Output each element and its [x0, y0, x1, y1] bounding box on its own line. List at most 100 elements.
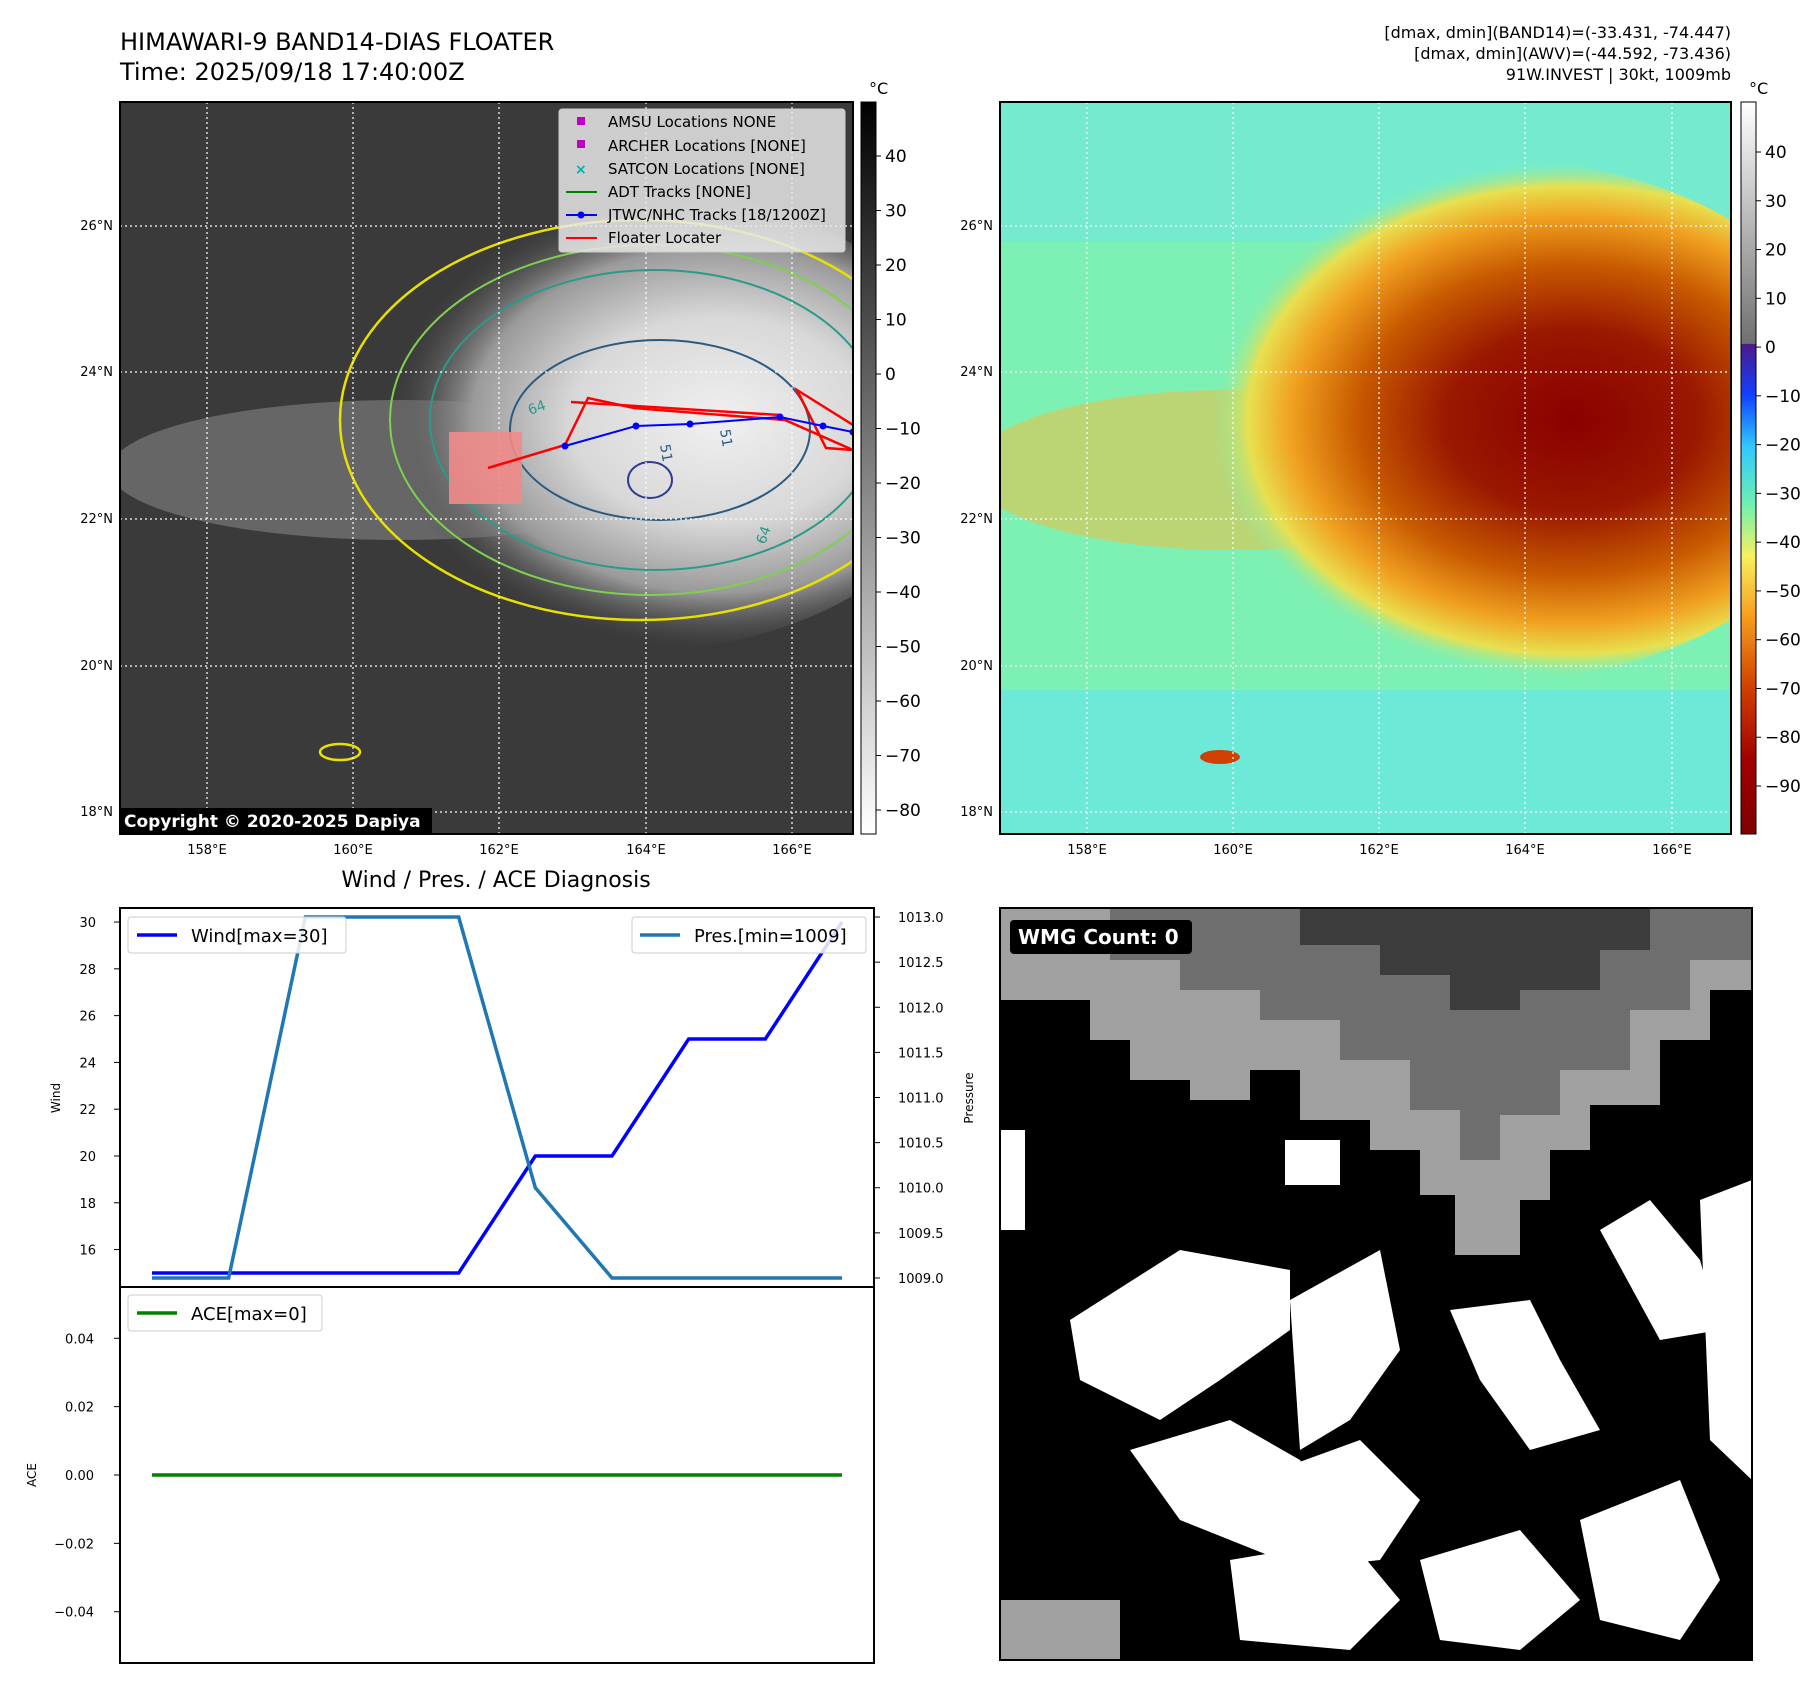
copyright: Copyright © 2020-2025 Dapiya	[124, 812, 421, 832]
lat-tick-label: 20°N	[960, 659, 993, 674]
pressure-axis-label: Pressure	[962, 1072, 976, 1123]
pressure-y-ticks: 1009.0 1009.5 1010.0 1010.5 1011.0 1011.5 1012…	[874, 911, 944, 1287]
gray-colorbar-ticks: 40 30 20 10 0 −10 −20 −30 −40 −50 −60 −70 −80	[876, 147, 921, 821]
colorbar-tick-label: −10	[885, 420, 921, 440]
pressure-tick-label: 1013.0	[898, 911, 944, 926]
ir-contour-inner	[429, 269, 853, 571]
colorbar-tick-label: −50	[885, 638, 921, 658]
archer-marker-icon	[577, 140, 585, 148]
colorbar-tick-label: −10	[1765, 387, 1801, 407]
lon-tick-label: 158°E	[187, 843, 227, 858]
wind-axis-label: Wind	[49, 1083, 63, 1113]
pressure-tick-label: 1010.0	[898, 1182, 944, 1197]
pressure-tick-label: 1009.5	[898, 1227, 944, 1242]
lat-tick-label: 22°N	[960, 512, 993, 527]
legend-entry: AMSU Locations NONE	[608, 113, 776, 131]
ace-y-ticks: 0.04 0.02 0.00 −0.02 −0.04	[54, 1332, 120, 1621]
ace-tick-label: 0.02	[65, 1401, 94, 1416]
wind-tick-label: 30	[79, 916, 96, 931]
colorbar-unit: °C	[869, 79, 888, 98]
stats-line2: [dmax, dmin](AWV)=(-44.592, -73.436)	[1414, 44, 1731, 63]
lat-tick-label: 24°N	[80, 365, 113, 380]
diagnosis-title: Wind / Pres. / ACE Diagnosis	[341, 868, 650, 893]
pressure-series-group	[152, 915, 842, 1280]
colorbar-tick-label: −50	[1765, 582, 1801, 602]
lat-tick-label: 26°N	[960, 219, 993, 234]
colorbar-tick-label: 40	[885, 147, 907, 167]
colorbar-tick-label: 0	[885, 365, 896, 385]
colorbar-tick-label: 10	[885, 311, 907, 331]
color-colorbar-ticks: 40 30 20 10 0 −10 −20 −30 −40 −50 −60 −70 −80 −90	[1756, 143, 1801, 797]
wind-tick-label: 20	[79, 1150, 96, 1165]
ace-legend-box	[127, 1294, 323, 1332]
contour-label: 64	[526, 398, 548, 419]
colorbar-tick-label: −40	[885, 583, 921, 603]
lon-tick-label: 166°E	[772, 843, 812, 858]
colorbar-tick-label: −80	[1765, 728, 1801, 748]
lon-tick-label: 162°E	[479, 843, 519, 858]
ace-tick-label: −0.04	[54, 1606, 94, 1621]
colorbar-tick-label: −30	[1765, 484, 1801, 504]
colorbar-tick-label: 40	[1765, 143, 1787, 163]
ir-title-line2: Time: 2025/09/18 17:40:00Z	[119, 58, 465, 86]
ace-tick-label: −0.02	[54, 1537, 94, 1552]
floater-box	[449, 432, 522, 504]
wind-tick-label: 16	[79, 1244, 96, 1259]
wind-line	[152, 921, 844, 1275]
pressure-legend-label: Pres.[min=1009]	[694, 926, 847, 947]
wind-tick-label: 24	[79, 1056, 96, 1071]
colorbar-tick-label: 20	[1765, 241, 1787, 261]
awv-storm	[1140, 160, 1731, 680]
awv-map-frame	[999, 101, 1732, 835]
contour-label: 51	[656, 443, 675, 463]
legend-entry: ARCHER Locations [NONE]	[608, 137, 806, 155]
color-colorbar: °C 40 30 20 10 0 −10 −20 −30 −40 −50 −60 −70 −80 −90	[1740, 79, 1801, 835]
pressure-tick-label: 1009.0	[898, 1272, 944, 1287]
wind-pressure-frame	[119, 907, 875, 1288]
legend-entry: JTWC/NHC Tracks [18/1200Z]	[607, 206, 826, 224]
ir-lat-ticks: 26°N 24°N 22°N 20°N 18°N	[80, 219, 113, 820]
lon-tick-label: 164°E	[1505, 843, 1545, 858]
wmg-panel: WMG Count: 0	[999, 907, 1753, 1661]
lon-tick-label: 162°E	[1359, 843, 1399, 858]
lat-tick-label: 24°N	[960, 365, 993, 380]
pressure-tick-label: 1012.5	[898, 956, 944, 971]
ace-legend: ACE[max=0]	[127, 1294, 323, 1332]
stats-line3: 91W.INVEST | 30kt, 1009mb	[1506, 65, 1731, 84]
wmg-frame	[999, 907, 1753, 1661]
colorbar-tick-label: −80	[885, 801, 921, 821]
copyright-box	[121, 808, 432, 833]
floater-locater-top	[570, 400, 781, 417]
legend-entry: Floater Locater	[608, 229, 722, 247]
wmg-white-regions	[1000, 1130, 1752, 1650]
lon-tick-label: 166°E	[1652, 843, 1692, 858]
lon-tick-label: 160°E	[333, 843, 373, 858]
pressure-legend: Pres.[min=1009]	[631, 916, 867, 954]
legend-entry: ADT Tracks [NONE]	[608, 183, 751, 201]
wmg-count-label: WMG Count: 0	[1018, 925, 1179, 949]
ir-legend-box	[558, 108, 846, 253]
pressure-line	[152, 915, 842, 1280]
lat-tick-label: 22°N	[80, 512, 113, 527]
ir-title-line1: HIMAWARI-9 BAND14-DIAS FLOATER	[120, 28, 554, 56]
wind-series-group	[152, 921, 844, 1275]
colorbar-tick-label: −90	[1765, 777, 1801, 797]
colorbar-tick-label: −60	[885, 692, 921, 712]
colorbar-tick-label: −70	[885, 747, 921, 767]
wind-tick-label: 28	[79, 963, 96, 978]
wind-tick-label: 26	[79, 1010, 96, 1025]
awv-gridlines	[1000, 102, 1731, 834]
lat-tick-label: 26°N	[80, 219, 113, 234]
awv-lower-moist	[1000, 690, 1731, 834]
pressure-tick-label: 1011.5	[898, 1046, 944, 1061]
colorbar-tick-label: −20	[1765, 436, 1801, 456]
awv-lat-ticks: 26°N 24°N 22°N 20°N 18°N	[960, 219, 993, 820]
stats-line1: [dmax, dmin](BAND14)=(-33.431, -74.447)	[1384, 23, 1731, 42]
ace-tick-label: 0.04	[65, 1332, 94, 1347]
pressure-tick-label: 1010.5	[898, 1137, 944, 1152]
ir-small-cloud	[318, 742, 362, 762]
contour-label: 51	[716, 428, 735, 448]
ir-lon-ticks: 158°E 160°E 162°E 164°E 166°E	[187, 843, 812, 858]
colorbar-tick-label: −20	[885, 474, 921, 494]
